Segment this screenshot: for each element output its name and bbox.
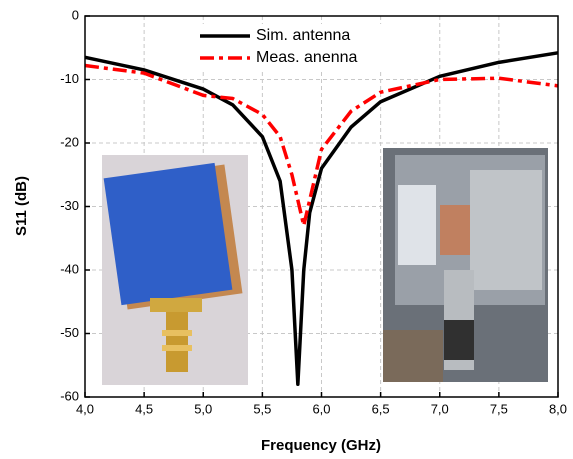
x-tick-label: 4,5 <box>135 401 153 416</box>
y-tick-label: -60 <box>60 388 79 403</box>
legend-label: Meas. anenna <box>256 49 358 66</box>
x-tick-label: 8,0 <box>549 401 567 416</box>
x-axis-label: Frequency (GHz) <box>261 437 381 454</box>
photo-left <box>102 155 248 385</box>
y-tick-label: 0 <box>72 7 79 22</box>
photo-right <box>383 148 548 382</box>
x-tick-label: 6,5 <box>372 401 390 416</box>
x-tick-label: 5,5 <box>253 401 271 416</box>
lines <box>84 51 559 387</box>
x-tick-label: 6,0 <box>312 401 330 416</box>
y-tick-label: -50 <box>60 325 79 340</box>
series-line <box>84 51 559 387</box>
y-axis-label: S11 (dB) <box>13 176 30 236</box>
legend <box>195 24 385 72</box>
y-tick-label: -40 <box>60 261 79 276</box>
x-tick-label: 7,0 <box>431 401 449 416</box>
legend-label: Sim. antenna <box>256 27 350 44</box>
y-tick-label: -30 <box>60 198 79 213</box>
y-tick-label: -10 <box>60 71 79 86</box>
x-tick-label: 5,0 <box>194 401 212 416</box>
series-line <box>84 63 559 228</box>
x-tick-label: 7,5 <box>490 401 508 416</box>
x-tick-label: 4,0 <box>76 401 94 416</box>
y-tick-label: -20 <box>60 134 79 149</box>
